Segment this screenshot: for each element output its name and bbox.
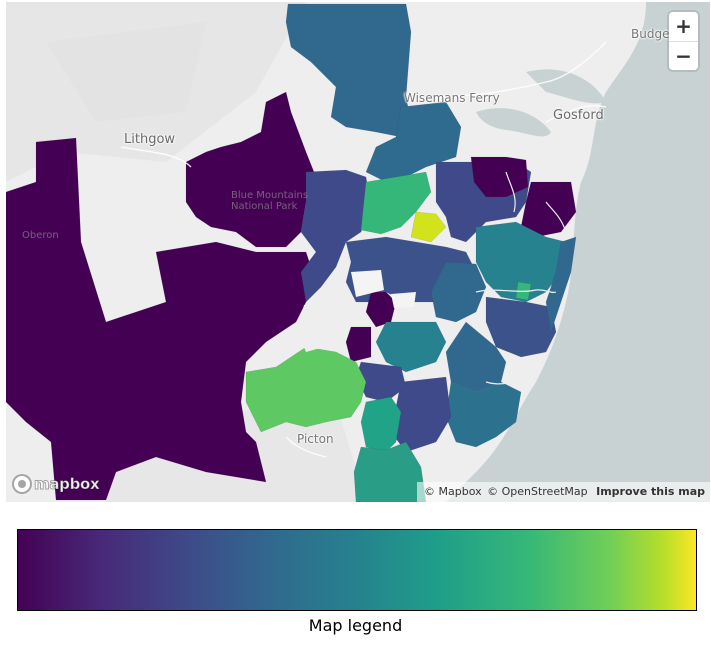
place-label-blue-mountains: Blue Mountains National Park [231,190,309,212]
region-east-b [470,156,529,198]
region-central-c [410,211,447,243]
region-south-east [445,381,522,448]
attribution-mapbox-link[interactable]: © Mapbox [424,485,482,498]
ocean-water [446,2,710,502]
zoom-out-button[interactable]: − [669,41,698,70]
place-label-lithgow: Lithgow [124,132,176,147]
roads [120,41,607,458]
legend-label: Map legend [308,616,403,635]
place-label-wisemans-ferry: Wisemans Ferry [404,91,500,105]
region-inner-3 [375,321,447,373]
attribution-osm-link[interactable]: © OpenStreetMap [487,485,588,498]
choropleth-regions [6,3,577,502]
region-coast [545,236,577,333]
map-view[interactable]: Lithgow Wisemans Ferry Gosford Budge Pic… [6,2,710,502]
region-north [285,3,412,138]
mapbox-logo-icon [12,474,32,494]
place-label-budgewoi: Budge [631,27,670,41]
region-east-f [485,296,557,358]
map-attribution: © Mapbox © OpenStreetMap Improve this ma… [417,482,710,502]
mapbox-logo[interactable]: mapbox [12,474,100,494]
rivers [475,171,567,385]
region-south-1 [360,396,402,453]
region-inner-2 [345,326,372,363]
legend-colorbar [17,529,697,611]
place-label-oberon: Oberon [22,230,59,241]
unmapped-areas [298,270,416,352]
place-label-gosford: Gosford [553,108,604,123]
improve-map-link[interactable]: Improve this map [596,485,705,498]
place-label-picton: Picton [297,432,334,446]
region-east-e [430,261,487,323]
mapbox-logo-text: mapbox [33,475,100,494]
zoom-control: + − [669,12,698,70]
map-canvas[interactable] [6,2,710,502]
zoom-in-button[interactable]: + [669,12,698,41]
region-east-d [475,221,567,303]
estuary-water [476,69,606,137]
region-west [6,137,317,501]
